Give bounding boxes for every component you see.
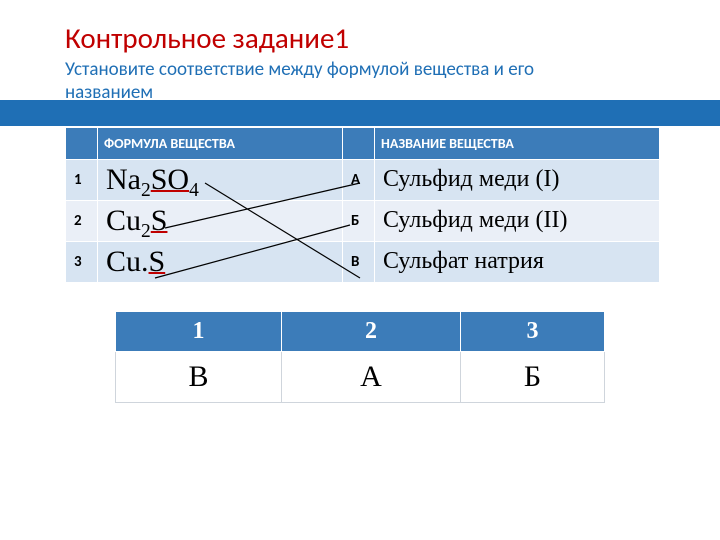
row-index: 1 [66,159,98,200]
col-letter-header [343,127,375,159]
subtitle-line1: Установите соответствие между формулой в… [65,59,670,82]
answer-value: А [281,351,460,402]
answer-value: В [116,351,282,402]
name-cell: Сульфат натрия [375,241,660,282]
answer-head: 3 [460,311,604,351]
matching-table: ФОРМУЛА ВЕЩЕСТВА НАЗВАНИЕ ВЕЩЕСТВА 1 Na2… [65,127,660,283]
table-row: 1 Na2SO4 А Сульфид меди (I) [66,159,660,200]
row-letter: А [343,159,375,200]
table-row: 2 Cu2S Б Сульфид меди (II) [66,200,660,241]
col-name-header: НАЗВАНИЕ ВЕЩЕСТВА [375,127,660,159]
row-index: 3 [66,241,98,282]
row-index: 2 [66,200,98,241]
name-cell: Сульфид меди (I) [375,159,660,200]
page-title: Контрольное задание1 [65,20,670,56]
answer-head: 1 [116,311,282,351]
formula-cell: Na2SO4 [98,159,343,200]
col-index-header [66,127,98,159]
answer-value: Б [460,351,604,402]
name-cell: Сульфид меди (II) [375,200,660,241]
accent-bar [0,100,720,126]
formula-cell: Cu2S [98,200,343,241]
answer-table: 1 2 3 В А Б [115,311,605,403]
col-formula-header: ФОРМУЛА ВЕЩЕСТВА [98,127,343,159]
answer-head: 2 [281,311,460,351]
formula-cell: Cu.S [98,241,343,282]
row-letter: В [343,241,375,282]
table-row: 3 Cu.S В Сульфат натрия [66,241,660,282]
row-letter: Б [343,200,375,241]
